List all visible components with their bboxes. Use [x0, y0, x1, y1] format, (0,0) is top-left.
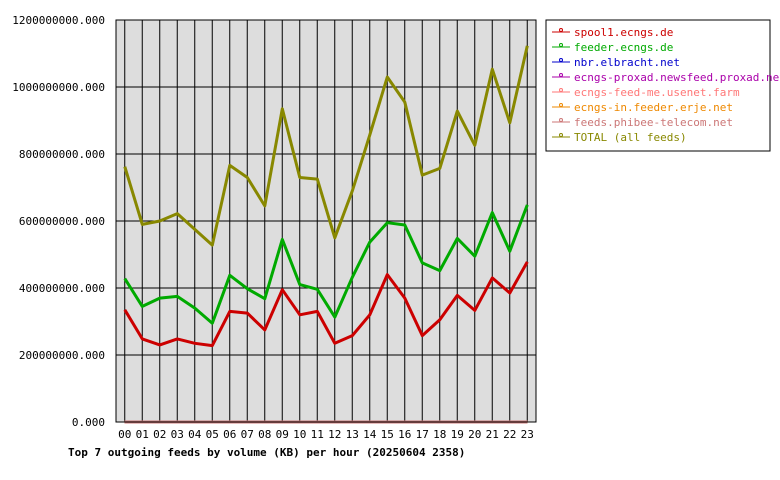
y-tick-label: 200000000.000: [19, 349, 105, 362]
x-tick-label: 17: [416, 428, 429, 441]
legend-label: ecngs-in.feeder.erje.net: [574, 101, 733, 114]
x-tick-label: 01: [136, 428, 149, 441]
y-tick-label: 1200000000.000: [12, 14, 105, 27]
y-tick-label: 0.000: [72, 416, 105, 429]
chart-title: Top 7 outgoing feeds by volume (KB) per …: [68, 446, 465, 459]
legend-marker: [559, 103, 563, 107]
x-tick-label: 00: [118, 428, 131, 441]
y-tick-label: 600000000.000: [19, 215, 105, 228]
x-axis-ticks: 00 01 02 03 04 05 06 07 08 09 10 11 12 13 14 15 16 17 18 19…: [118, 428, 534, 441]
y-axis-ticks: 0.000 200000000.000 400000000.000 600000000…: [12, 14, 105, 429]
x-tick-label: 14: [363, 428, 377, 441]
legend-label: nbr.elbracht.net: [574, 56, 680, 69]
y-tick-label: 800000000.000: [19, 148, 105, 161]
grid: [116, 19, 536, 423]
x-tick-label: 04: [188, 428, 202, 441]
x-tick-label: 18: [433, 428, 446, 441]
legend-marker: [559, 28, 563, 32]
legend-label: feeder.ecngs.de: [574, 41, 673, 54]
x-tick-label: 08: [258, 428, 271, 441]
x-tick-label: 02: [153, 428, 166, 441]
legend-marker: [559, 43, 563, 47]
x-tick-label: 07: [241, 428, 254, 441]
legend-marker: [559, 73, 563, 77]
legend-label: TOTAL (all feeds): [574, 131, 687, 144]
x-tick-label: 03: [171, 428, 184, 441]
x-tick-label: 16: [398, 428, 411, 441]
x-tick-label: 11: [311, 428, 324, 441]
legend-label: feeds.phibee-telecom.net: [574, 116, 733, 129]
y-tick-label: 1000000000.000: [12, 81, 105, 94]
legend-marker: [559, 58, 563, 62]
x-tick-label: 13: [346, 428, 359, 441]
plot-border: [115, 19, 537, 423]
x-tick-label: 12: [328, 428, 341, 441]
x-tick-label: 05: [206, 428, 219, 441]
series-line: [123, 261, 529, 348]
x-tick-label: 21: [486, 428, 499, 441]
x-tick-label: 10: [293, 428, 306, 441]
legend: spool1.ecngs.de feeder.ecngs.de nbr.elbrac…: [545, 19, 780, 152]
legend-marker: [559, 118, 563, 122]
legend-label: spool1.ecngs.de: [574, 26, 673, 39]
x-tick-label: 09: [276, 428, 289, 441]
legend-box: [545, 19, 771, 152]
y-tick-label: 400000000.000: [19, 282, 105, 295]
legend-label: ecngs-feed-me.usenet.farm: [574, 86, 740, 99]
legend-label: ecngs-proxad.newsfeed.proxad.net: [574, 71, 780, 84]
x-tick-label: 15: [381, 428, 394, 441]
legend-marker: [559, 88, 563, 92]
x-tick-label: 23: [521, 428, 534, 441]
x-tick-label: 19: [451, 428, 464, 441]
x-tick-label: 06: [223, 428, 236, 441]
series-line: [123, 204, 529, 325]
legend-marker: [559, 133, 563, 137]
series-line: [123, 45, 529, 247]
x-tick-label: 22: [503, 428, 516, 441]
x-tick-label: 20: [468, 428, 481, 441]
